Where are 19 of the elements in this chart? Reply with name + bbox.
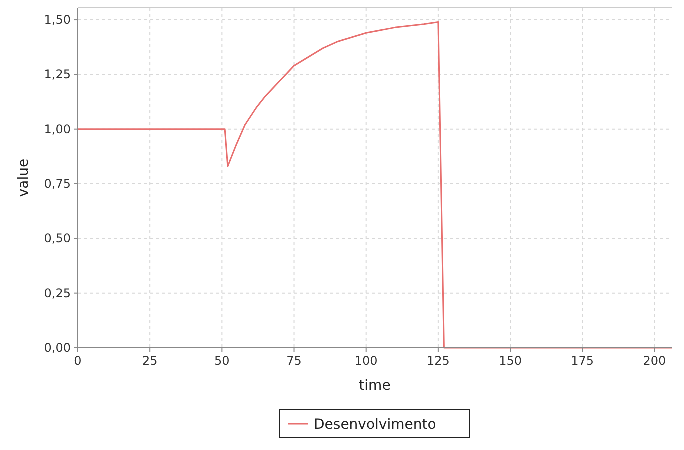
x-tick-label: 125 (426, 354, 450, 368)
y-tick-label: 0,00 (44, 341, 71, 355)
y-tick-label: 1,00 (44, 122, 71, 136)
x-tick-label: 150 (499, 354, 522, 368)
y-tick-label: 1,25 (44, 68, 71, 82)
y-tick-label: 0,50 (44, 232, 71, 246)
y-tick-label: 0,75 (44, 177, 71, 192)
y-tick-label: 0,25 (44, 286, 71, 300)
legend-label: Desenvolvimento (314, 417, 436, 433)
x-tick-label: 175 (571, 354, 594, 368)
x-tick-label: 0 (74, 354, 82, 368)
x-tick-label: 100 (354, 354, 378, 368)
x-tick-label: 75 (286, 354, 302, 368)
x-tick-label: 200 (643, 354, 666, 368)
y-tick-label: 1,50 (44, 13, 71, 28)
x-tick-label: 25 (142, 354, 158, 368)
x-axis-title: time (359, 378, 391, 394)
y-axis-title: value (16, 158, 32, 198)
x-tick-label: 50 (214, 354, 230, 368)
